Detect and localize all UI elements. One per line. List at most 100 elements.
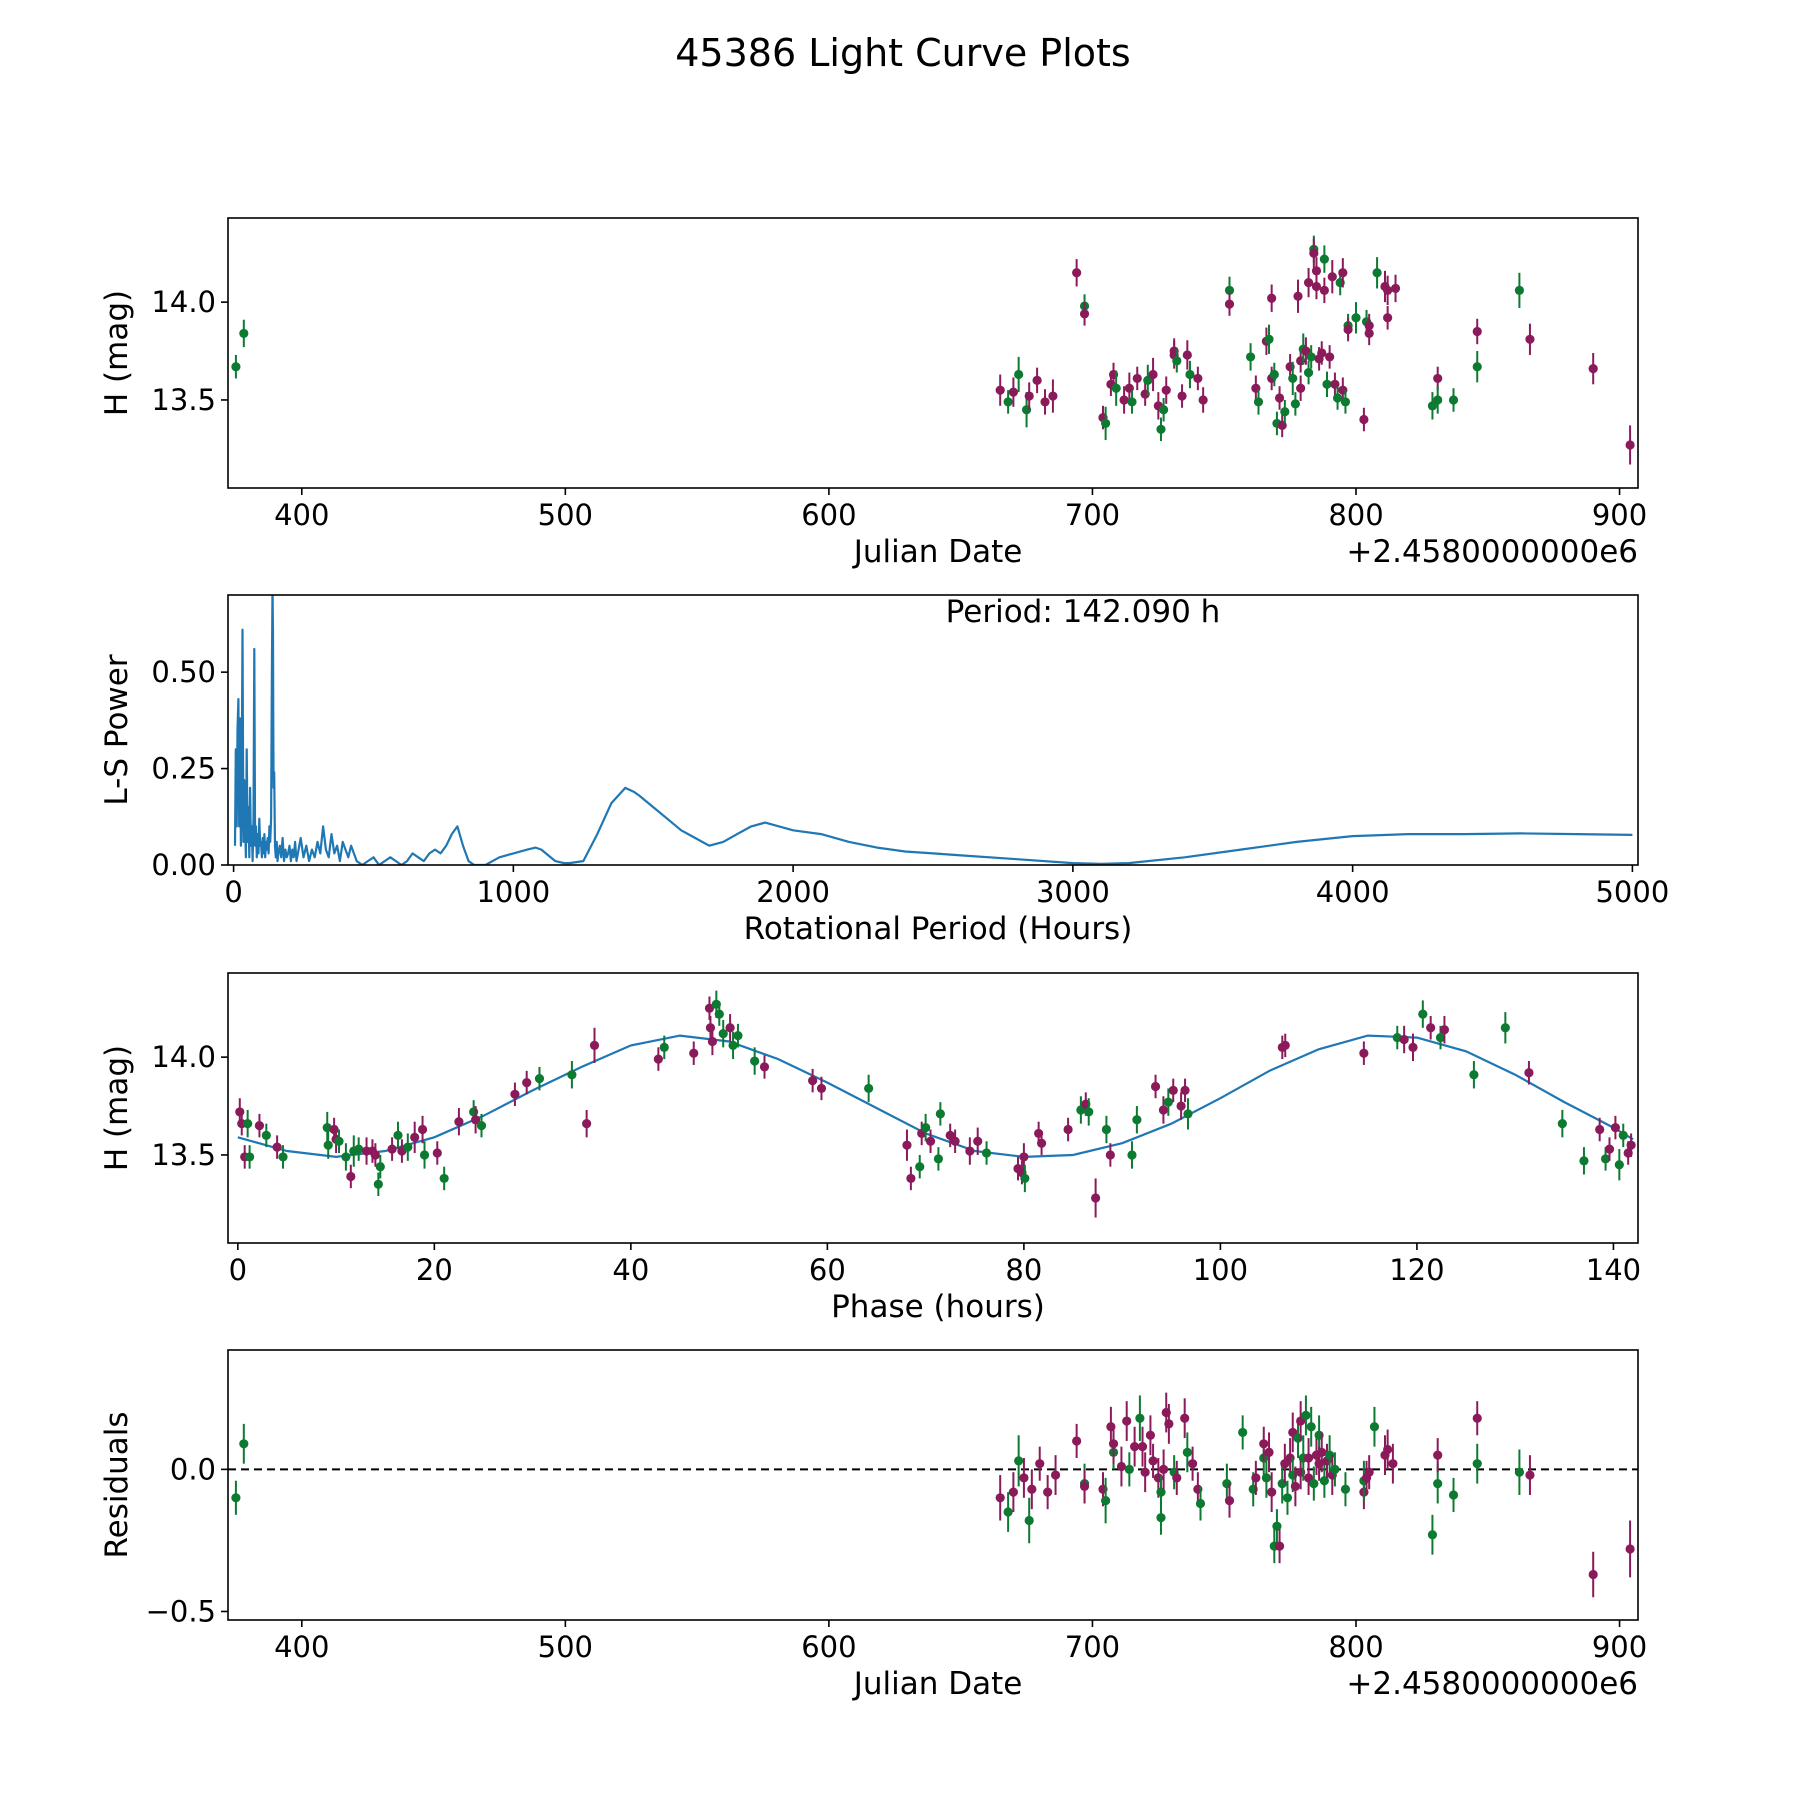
residuals-data-point <box>1427 1514 1438 1555</box>
residuals-data-point <box>231 1480 241 1515</box>
marker <box>1143 375 1153 385</box>
phased-data-point <box>659 1035 669 1060</box>
phased-data-point <box>1469 1061 1479 1089</box>
phased-data-point <box>906 1166 916 1191</box>
phased-data-point <box>808 1068 818 1093</box>
marker <box>950 1136 960 1146</box>
marker <box>906 1173 916 1184</box>
phased-data-point <box>1408 1033 1418 1062</box>
marker <box>1293 291 1303 301</box>
phased-data-point <box>1168 1078 1178 1103</box>
marker <box>1072 1436 1082 1446</box>
lightcurve-ytick-label: 13.5 <box>151 383 216 417</box>
residuals-data-point <box>1272 1509 1282 1544</box>
lightcurve-data-point <box>1372 257 1382 289</box>
marker <box>1364 1467 1374 1477</box>
marker <box>235 1107 245 1117</box>
phased-data-point <box>1579 1147 1589 1175</box>
residuals-data-point <box>1187 1446 1198 1481</box>
residuals-data-point <box>1448 1477 1459 1512</box>
marker <box>1172 1473 1182 1483</box>
marker <box>1472 1459 1482 1469</box>
lightcurve-ylabel: H (mag) <box>99 290 135 416</box>
residuals-data-point <box>1369 1406 1380 1447</box>
periodogram-ytick-label: 0.00 <box>151 848 216 882</box>
lightcurve-data-point <box>1119 386 1129 414</box>
marker <box>1427 401 1438 411</box>
marker <box>329 1124 339 1135</box>
marker <box>1359 414 1369 425</box>
marker <box>1500 1023 1510 1033</box>
marker <box>759 1062 770 1072</box>
marker <box>1176 1101 1186 1111</box>
residuals-axes-frame <box>227 1349 1639 1621</box>
lightcurve-data-point <box>1132 366 1142 391</box>
marker <box>933 1154 944 1164</box>
periodogram-period-annotation: Period: 142.090 h <box>946 594 1221 630</box>
phased-data-point <box>410 1121 420 1153</box>
phased-xtick-label: 0 <box>229 1253 247 1287</box>
lightcurve-data-point <box>1359 407 1369 432</box>
phased-data-point <box>439 1166 449 1191</box>
marker <box>1264 334 1274 344</box>
residuals-data-point <box>1116 1446 1127 1487</box>
marker <box>239 1439 249 1449</box>
marker <box>1119 395 1129 405</box>
phased-data-point <box>476 1113 487 1138</box>
phased-data-point <box>1183 1098 1193 1130</box>
residuals-data-point <box>1130 1426 1140 1467</box>
phased-data-point <box>728 1031 738 1060</box>
marker <box>1472 362 1482 372</box>
marker <box>1383 313 1393 323</box>
phased-data-point <box>816 1076 827 1101</box>
marker <box>323 1140 333 1150</box>
lightcurve-data-point <box>1148 357 1158 392</box>
marker <box>707 1036 718 1047</box>
marker <box>1439 1025 1450 1035</box>
marker <box>1180 1085 1190 1095</box>
marker <box>1150 1081 1161 1092</box>
marker <box>1269 369 1279 380</box>
residuals-data-point <box>1182 1432 1192 1473</box>
marker <box>1625 1544 1635 1554</box>
phased-data-point <box>1595 1117 1605 1142</box>
marker <box>921 1122 931 1133</box>
marker <box>1388 1459 1398 1469</box>
residuals-data-point <box>1274 1529 1285 1564</box>
marker <box>1161 385 1171 395</box>
marker <box>1127 397 1137 407</box>
periodogram-xtick-label: 5000 <box>1595 875 1669 909</box>
marker <box>1101 1496 1111 1506</box>
residuals-data-point <box>1525 1455 1535 1495</box>
phased-data-point <box>864 1074 874 1103</box>
lightcurve-xtick-label: 600 <box>801 498 856 532</box>
phased-data-point <box>534 1066 545 1091</box>
marker <box>1319 285 1329 295</box>
phased-data-point <box>341 1143 351 1171</box>
marker <box>1020 1173 1030 1184</box>
phased-data-point <box>510 1082 520 1107</box>
phased-data-point <box>750 1047 760 1075</box>
marker <box>1063 1124 1073 1135</box>
lightcurve-data-point <box>1267 284 1277 312</box>
phased-data-point <box>334 1129 344 1153</box>
marker <box>1369 1422 1380 1432</box>
residuals-xtick-label: 800 <box>1328 1630 1383 1664</box>
residuals-data-point <box>1180 1398 1190 1439</box>
marker <box>1163 1097 1173 1107</box>
periodogram-series-line <box>233 595 1633 865</box>
lightcurve-data-point <box>1588 353 1598 385</box>
lightcurve-data-point <box>1288 361 1298 396</box>
marker <box>1224 299 1235 309</box>
lightcurve-data-point <box>1351 302 1361 334</box>
lightcurve-data-point <box>1143 364 1153 397</box>
marker <box>1311 266 1322 276</box>
marker <box>1433 1478 1443 1489</box>
marker <box>1122 1416 1132 1426</box>
lightcurve-data-point <box>1014 356 1024 393</box>
lightcurve-data-point <box>1472 318 1482 345</box>
marker <box>816 1083 827 1094</box>
marker <box>1340 397 1351 407</box>
marker <box>1101 418 1111 429</box>
